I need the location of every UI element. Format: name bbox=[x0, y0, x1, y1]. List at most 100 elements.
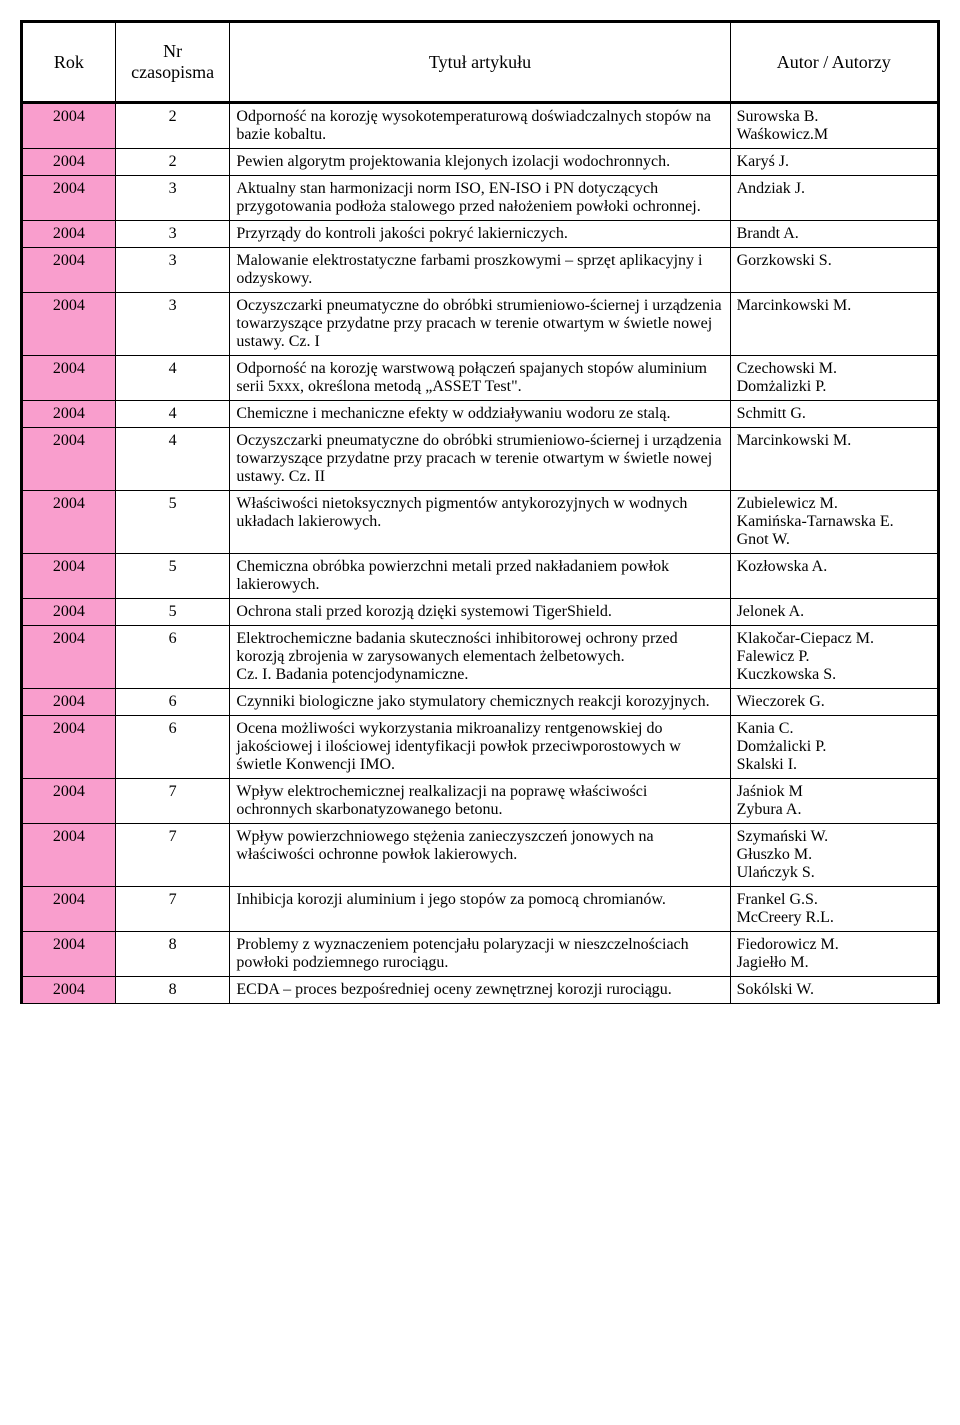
cell-num: 3 bbox=[115, 293, 230, 356]
cell-num: 7 bbox=[115, 824, 230, 887]
cell-author: Karyś J. bbox=[730, 149, 938, 176]
cell-title: Właściwości nietoksycznych pigmentów ant… bbox=[230, 491, 730, 554]
table-body: 20042Odporność na korozję wysokotemperat… bbox=[22, 103, 939, 1004]
cell-title: Wpływ elektrochemicznej realkalizacji na… bbox=[230, 779, 730, 824]
table-header-row: Rok Nr czasopisma Tytuł artykułu Autor /… bbox=[22, 22, 939, 103]
cell-year: 2004 bbox=[22, 293, 116, 356]
table-row: 20043Oczyszczarki pneumatyczne do obróbk… bbox=[22, 293, 939, 356]
cell-year: 2004 bbox=[22, 103, 116, 149]
cell-num: 2 bbox=[115, 149, 230, 176]
table-row: 20042Odporność na korozję wysokotemperat… bbox=[22, 103, 939, 149]
table-row: 20047Wpływ powierzchniowego stężenia zan… bbox=[22, 824, 939, 887]
cell-author: Andziak J. bbox=[730, 176, 938, 221]
cell-title: Ochrona stali przed korozją dzięki syste… bbox=[230, 599, 730, 626]
cell-num: 7 bbox=[115, 887, 230, 932]
table-row: 20043Przyrządy do kontroli jakości pokry… bbox=[22, 221, 939, 248]
cell-author: Czechowski M. Domżalizki P. bbox=[730, 356, 938, 401]
table-row: 20046Elektrochemiczne badania skutecznoś… bbox=[22, 626, 939, 689]
cell-year: 2004 bbox=[22, 554, 116, 599]
cell-num: 6 bbox=[115, 626, 230, 689]
cell-title: Czynniki biologiczne jako stymulatory ch… bbox=[230, 689, 730, 716]
cell-title: Odporność na korozję wysokotemperaturową… bbox=[230, 103, 730, 149]
articles-table: Rok Nr czasopisma Tytuł artykułu Autor /… bbox=[20, 20, 940, 1004]
cell-num: 5 bbox=[115, 554, 230, 599]
cell-year: 2004 bbox=[22, 824, 116, 887]
cell-num: 4 bbox=[115, 356, 230, 401]
cell-num: 6 bbox=[115, 716, 230, 779]
cell-year: 2004 bbox=[22, 689, 116, 716]
cell-year: 2004 bbox=[22, 491, 116, 554]
cell-title: Problemy z wyznaczeniem potencjału polar… bbox=[230, 932, 730, 977]
cell-title: Oczyszczarki pneumatyczne do obróbki str… bbox=[230, 428, 730, 491]
cell-author: Wieczorek G. bbox=[730, 689, 938, 716]
cell-title: Chemiczna obróbka powierzchni metali prz… bbox=[230, 554, 730, 599]
cell-author: Gorzkowski S. bbox=[730, 248, 938, 293]
table-row: 20048Problemy z wyznaczeniem potencjału … bbox=[22, 932, 939, 977]
cell-num: 6 bbox=[115, 689, 230, 716]
cell-year: 2004 bbox=[22, 887, 116, 932]
cell-year: 2004 bbox=[22, 977, 116, 1004]
cell-title: Elektrochemiczne badania skuteczności in… bbox=[230, 626, 730, 689]
cell-author: Klakočar-Ciepacz M. Falewicz P. Kuczkows… bbox=[730, 626, 938, 689]
cell-author: Fiedorowicz M. Jagiełło M. bbox=[730, 932, 938, 977]
table-row: 20047Wpływ elektrochemicznej realkalizac… bbox=[22, 779, 939, 824]
cell-year: 2004 bbox=[22, 176, 116, 221]
cell-num: 3 bbox=[115, 176, 230, 221]
cell-num: 4 bbox=[115, 428, 230, 491]
cell-author: Kozłowska A. bbox=[730, 554, 938, 599]
cell-author: Jaśniok M Zybura A. bbox=[730, 779, 938, 824]
cell-author: Brandt A. bbox=[730, 221, 938, 248]
cell-num: 8 bbox=[115, 977, 230, 1004]
cell-year: 2004 bbox=[22, 779, 116, 824]
col-header-num: Nr czasopisma bbox=[115, 22, 230, 103]
cell-num: 7 bbox=[115, 779, 230, 824]
table-row: 20044Oczyszczarki pneumatyczne do obróbk… bbox=[22, 428, 939, 491]
cell-year: 2004 bbox=[22, 716, 116, 779]
cell-year: 2004 bbox=[22, 401, 116, 428]
table-row: 20046Czynniki biologiczne jako stymulato… bbox=[22, 689, 939, 716]
table-row: 20043Aktualny stan harmonizacji norm ISO… bbox=[22, 176, 939, 221]
table-row: 20044Odporność na korozję warstwową połą… bbox=[22, 356, 939, 401]
table-row: 20045Właściwości nietoksycznych pigmentó… bbox=[22, 491, 939, 554]
cell-num: 5 bbox=[115, 491, 230, 554]
cell-year: 2004 bbox=[22, 149, 116, 176]
cell-num: 3 bbox=[115, 221, 230, 248]
cell-year: 2004 bbox=[22, 356, 116, 401]
cell-title: Oczyszczarki pneumatyczne do obróbki str… bbox=[230, 293, 730, 356]
cell-author: Kania C. Domżalicki P. Skalski I. bbox=[730, 716, 938, 779]
table-row: 20044Chemiczne i mechaniczne efekty w od… bbox=[22, 401, 939, 428]
cell-author: Marcinkowski M. bbox=[730, 428, 938, 491]
cell-author: Sokólski W. bbox=[730, 977, 938, 1004]
cell-author: Marcinkowski M. bbox=[730, 293, 938, 356]
table-row: 20045Ochrona stali przed korozją dzięki … bbox=[22, 599, 939, 626]
table-row: 20043Malowanie elektrostatyczne farbami … bbox=[22, 248, 939, 293]
cell-num: 8 bbox=[115, 932, 230, 977]
col-header-title: Tytuł artykułu bbox=[230, 22, 730, 103]
cell-title: Przyrządy do kontroli jakości pokryć lak… bbox=[230, 221, 730, 248]
cell-title: ECDA – proces bezpośredniej oceny zewnęt… bbox=[230, 977, 730, 1004]
table-row: 20042Pewien algorytm projektowania klejo… bbox=[22, 149, 939, 176]
cell-year: 2004 bbox=[22, 599, 116, 626]
cell-author: Jelonek A. bbox=[730, 599, 938, 626]
cell-year: 2004 bbox=[22, 248, 116, 293]
cell-author: Szymański W. Głuszko M. Ulańczyk S. bbox=[730, 824, 938, 887]
col-header-author: Autor / Autorzy bbox=[730, 22, 938, 103]
table-row: 20048ECDA – proces bezpośredniej oceny z… bbox=[22, 977, 939, 1004]
cell-author: Schmitt G. bbox=[730, 401, 938, 428]
cell-year: 2004 bbox=[22, 626, 116, 689]
cell-year: 2004 bbox=[22, 221, 116, 248]
cell-num: 3 bbox=[115, 248, 230, 293]
cell-title: Pewien algorytm projektowania klejonych … bbox=[230, 149, 730, 176]
cell-title: Odporność na korozję warstwową połączeń … bbox=[230, 356, 730, 401]
cell-author: Zubielewicz M. Kamińska-Tarnawska E. Gno… bbox=[730, 491, 938, 554]
cell-title: Inhibicja korozji aluminium i jego stopó… bbox=[230, 887, 730, 932]
cell-author: Surowska B. Waśkowicz.M bbox=[730, 103, 938, 149]
cell-title: Chemiczne i mechaniczne efekty w oddział… bbox=[230, 401, 730, 428]
cell-year: 2004 bbox=[22, 428, 116, 491]
cell-title: Ocena możliwości wykorzystania mikroanal… bbox=[230, 716, 730, 779]
cell-title: Malowanie elektrostatyczne farbami prosz… bbox=[230, 248, 730, 293]
cell-num: 4 bbox=[115, 401, 230, 428]
cell-num: 2 bbox=[115, 103, 230, 149]
table-row: 20045Chemiczna obróbka powierzchni metal… bbox=[22, 554, 939, 599]
cell-num: 5 bbox=[115, 599, 230, 626]
